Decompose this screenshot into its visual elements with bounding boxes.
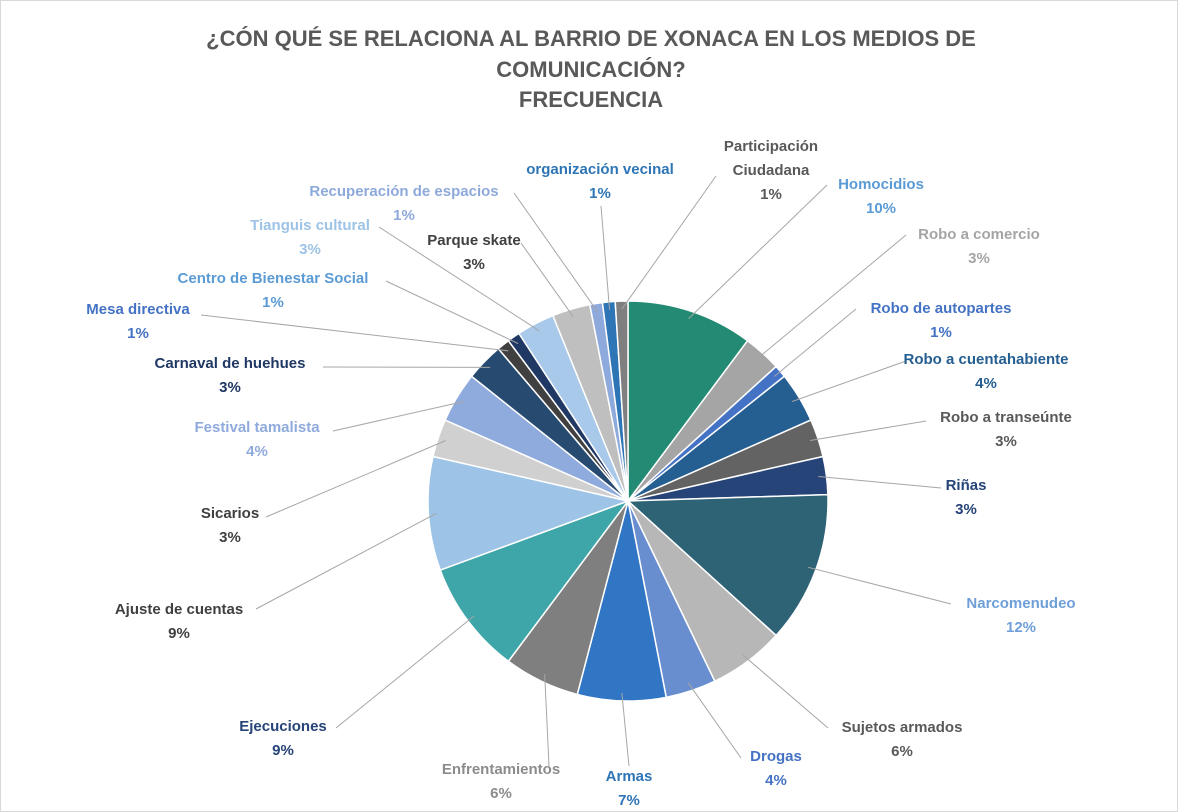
leader-line: [742, 654, 829, 729]
chart-subtitle: FRECUENCIA: [518, 87, 664, 112]
value-label: 6%: [490, 785, 512, 802]
category-label: Festival tamalista: [194, 419, 320, 436]
leader-line: [688, 682, 742, 759]
data-label: Homocidios 10%: [838, 173, 924, 221]
category-label: Mesa directiva: [86, 301, 190, 318]
leader-line: [600, 205, 611, 310]
leader-line: [621, 692, 630, 767]
pie-slice: [626, 493, 829, 637]
leader-line: [792, 360, 907, 402]
category-label: Carnaval de huehues: [154, 355, 306, 372]
value-label: 3%: [463, 256, 485, 273]
value-label: 7%: [618, 792, 640, 809]
category-label: Robo de autopartes: [870, 300, 1012, 317]
data-label: Sujetos armados 6%: [842, 716, 963, 764]
category-label: Robo a transeúnte: [940, 409, 1072, 426]
leader-line: [808, 566, 952, 605]
leader-line: [200, 314, 509, 352]
value-label: 3%: [219, 529, 241, 546]
data-label: organización vecinal 1%: [526, 158, 674, 206]
data-label: Mesa directiva 1%: [86, 298, 189, 346]
pie-slice: [627, 300, 749, 504]
category-label: Riñas: [945, 477, 987, 494]
category-label: Homocidios: [838, 176, 924, 193]
data-label: Riñas 3%: [946, 474, 987, 522]
leader-line: [265, 440, 446, 518]
leader-line: [520, 242, 574, 318]
category-label: Drogas: [750, 748, 802, 765]
leader-line: [513, 192, 598, 312]
value-label: 6%: [891, 743, 913, 760]
data-label: Participación Ciudadana 1%: [716, 135, 826, 207]
data-label: Sicarios 3%: [201, 502, 259, 550]
data-label: Parque skate 3%: [427, 229, 520, 277]
data-label: Drogas 4%: [750, 745, 802, 793]
value-label: 4%: [765, 772, 787, 789]
value-label: 10%: [865, 200, 897, 217]
category-label: Sicarios: [200, 505, 260, 522]
chart-title: ¿CÓN QUÉ SE RELACIONA AL BARRIO DE XONAC…: [206, 26, 976, 82]
leader-line: [385, 280, 519, 344]
value-label: 12%: [1005, 619, 1037, 636]
category-label: Centro de Bienestar Social: [177, 270, 369, 287]
category-label: Participación Ciudadana: [723, 138, 819, 179]
value-label: 1%: [930, 324, 952, 341]
value-label: 1%: [393, 207, 415, 224]
data-label: Recuperación de espacios 1%: [309, 180, 498, 228]
leader-line: [810, 420, 927, 441]
value-label: 4%: [975, 375, 997, 392]
category-label: organización vecinal: [526, 161, 674, 178]
value-label: 4%: [246, 443, 268, 460]
value-label: 1%: [589, 185, 611, 202]
leader-line: [335, 615, 475, 729]
value-label: 9%: [168, 625, 190, 642]
value-label: 3%: [995, 433, 1017, 450]
value-label: 3%: [219, 379, 241, 396]
category-label: Robo a comercio: [918, 226, 1040, 243]
category-label: Sujetos armados: [841, 719, 963, 736]
category-label: Narcomenudeo: [966, 595, 1076, 612]
leader-line: [773, 308, 857, 377]
leader-line: [818, 475, 942, 489]
value-label: 1%: [760, 186, 782, 203]
data-label: Robo a comercio 3%: [918, 223, 1040, 271]
category-label: Enfrentamientos: [441, 761, 561, 778]
data-label: Ajuste de cuentas 9%: [115, 598, 243, 646]
category-label: Recuperación de espacios: [309, 183, 499, 200]
data-label: Tianguis cultural 3%: [250, 214, 370, 262]
data-label: Carnaval de huehues 3%: [155, 352, 306, 400]
value-label: 3%: [299, 241, 321, 258]
data-label: Enfrentamientos 6%: [442, 758, 560, 806]
data-label: Centro de Bienestar Social 1%: [178, 267, 369, 315]
category-label: Robo a cuentahabiente: [903, 351, 1069, 368]
leader-line: [332, 400, 464, 432]
data-label: Robo de autopartes 1%: [871, 297, 1012, 345]
pie-slice: [427, 455, 631, 572]
data-label: Robo a transeúnte 3%: [940, 406, 1072, 454]
leader-line: [756, 234, 907, 360]
leader-line: [621, 175, 717, 310]
category-label: Ejecuciones: [239, 718, 327, 735]
data-label: Armas 7%: [605, 765, 653, 811]
data-label: Ejecuciones 9%: [239, 715, 327, 763]
value-label: 1%: [262, 294, 284, 311]
leader-line: [688, 184, 828, 320]
data-label: Festival tamalista 4%: [194, 416, 319, 464]
data-label: Robo a cuentahabiente 4%: [903, 348, 1068, 396]
category-label: Tianguis cultural: [250, 217, 370, 234]
category-label: Parque skate: [427, 232, 521, 249]
category-label: Ajuste de cuentas: [114, 601, 244, 618]
data-label: Narcomenudeo 12%: [966, 592, 1075, 640]
leader-line: [378, 226, 540, 332]
value-label: 9%: [272, 742, 294, 759]
value-label: 3%: [968, 250, 990, 267]
value-label: 1%: [127, 325, 149, 342]
leader-line: [544, 673, 550, 767]
value-label: 3%: [955, 501, 977, 518]
category-label: Armas: [605, 768, 653, 785]
leader-line: [255, 512, 437, 610]
